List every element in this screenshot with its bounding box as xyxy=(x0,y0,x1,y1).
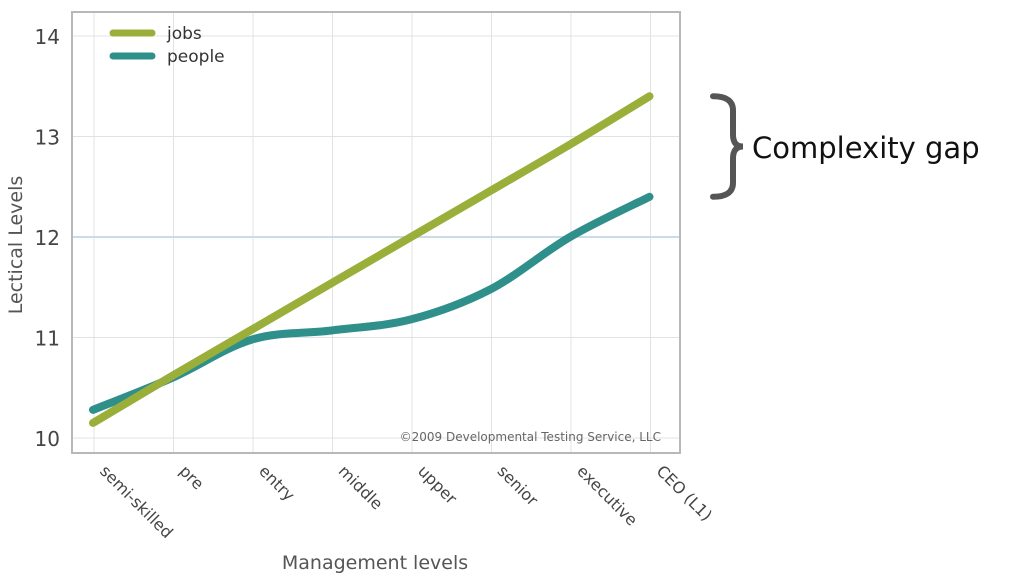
x-tick-label: pre xyxy=(176,461,208,493)
x-tick-label: executive xyxy=(573,461,641,529)
x-tick-label: senior xyxy=(494,461,542,509)
brace-icon xyxy=(710,93,744,200)
y-tick-label: 10 xyxy=(35,427,60,451)
x-tick-label: semi-skilled xyxy=(96,461,177,542)
x-tick-label: upper xyxy=(414,461,461,508)
plot-frame xyxy=(71,11,681,454)
copyright-note: ©2009 Developmental Testing Service, LLC xyxy=(400,430,661,444)
x-tick-label: entry xyxy=(255,461,298,504)
legend-label-jobs: jobs xyxy=(166,24,202,44)
x-tick-label: CEO (L1) xyxy=(653,461,716,524)
y-tick-label: 12 xyxy=(35,226,60,250)
y-tick-label: 13 xyxy=(35,126,60,150)
series-lines xyxy=(89,92,654,427)
y-axis-ticks: 10 11 12 13 14 xyxy=(35,25,60,451)
legend-label-people: people xyxy=(167,47,225,67)
legend: jobs people xyxy=(109,24,225,67)
complexity-gap-label: Complexity gap xyxy=(752,131,980,165)
y-tick-label: 11 xyxy=(35,327,60,351)
y-axis-label: Lectical Levels xyxy=(5,176,27,315)
x-tick-label: middle xyxy=(335,461,387,513)
y-tick-label: 14 xyxy=(35,25,60,49)
x-axis-label: Management levels xyxy=(282,552,468,574)
grid xyxy=(72,12,680,453)
series-line-jobs xyxy=(89,92,654,427)
